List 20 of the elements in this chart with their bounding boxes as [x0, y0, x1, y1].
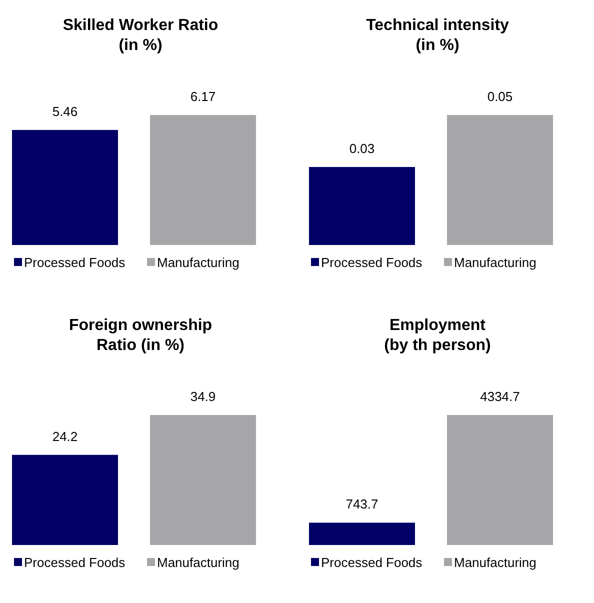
chart-title: Skilled Worker Ratio (in %) — [62, 17, 218, 54]
data-label: 0.05 — [487, 89, 513, 104]
legend-label: Processed Foods — [321, 255, 423, 270]
chart-title: Foreign ownership Ratio (in %) — [68, 317, 212, 354]
legend-label: Processed Foods — [321, 555, 423, 570]
data-label: 34.9 — [190, 389, 216, 404]
chart-title: Employment (by th person) — [384, 317, 491, 354]
legend-label: Manufacturing — [454, 255, 536, 270]
data-label: 0.03 — [349, 141, 375, 156]
legend-label: Manufacturing — [157, 555, 240, 570]
data-label: 4334.7 — [480, 389, 520, 404]
legend-label: Manufacturing — [454, 555, 536, 570]
chart-title: Technical intensity (in %) — [366, 17, 510, 54]
legend-label: Processed Foods — [24, 255, 126, 270]
data-label: 24.2 — [52, 428, 78, 444]
data-label: 743.7 — [346, 496, 378, 512]
data-label: 5.46 — [52, 104, 78, 119]
legend-label: Manufacturing — [157, 255, 240, 270]
data-label: 6.17 — [190, 89, 216, 104]
legend-label: Processed Foods — [24, 555, 126, 570]
